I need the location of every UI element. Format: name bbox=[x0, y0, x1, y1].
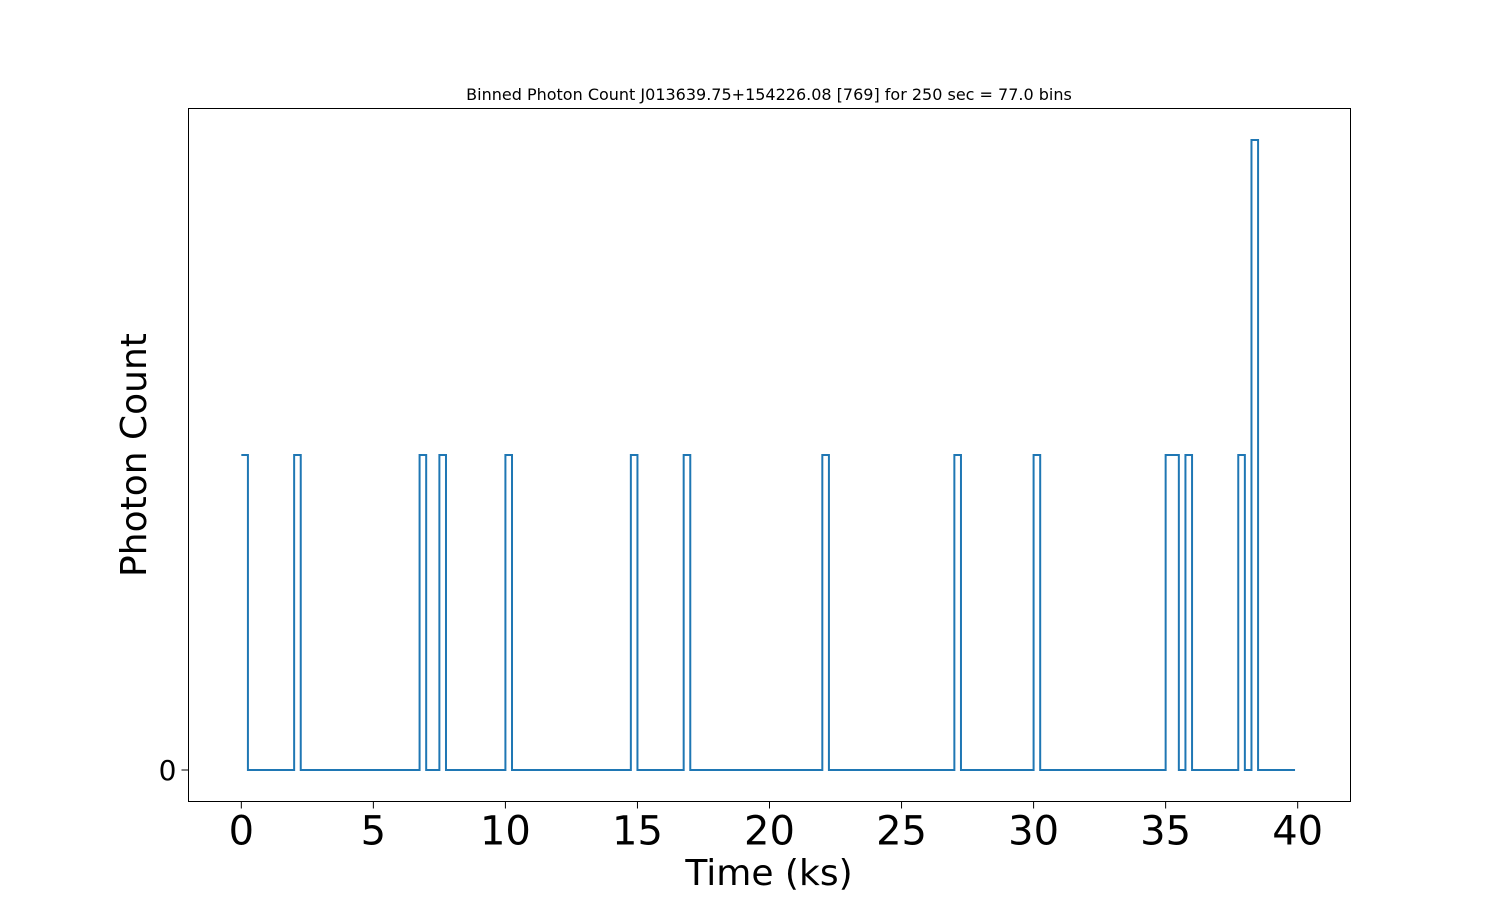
x-tick-label: 10 bbox=[480, 809, 531, 855]
series-line-0 bbox=[241, 139, 1296, 771]
x-tick-label: 30 bbox=[1008, 809, 1059, 855]
x-axis: 0 5 10 15 20 25 30 35 40 bbox=[229, 801, 1323, 855]
x-tick-label: 15 bbox=[612, 809, 663, 855]
x-tick-label: 40 bbox=[1272, 809, 1323, 855]
y-axis: 0 bbox=[159, 754, 189, 787]
x-tick-label: 20 bbox=[744, 809, 795, 855]
plot-area bbox=[241, 139, 1296, 771]
y-tick-label: 0 bbox=[159, 754, 177, 787]
x-tick-label: 5 bbox=[361, 809, 386, 855]
y-axis-label: Photon Count bbox=[114, 333, 155, 577]
x-axis-label: Time (ks) bbox=[684, 853, 852, 894]
x-tick-label: 25 bbox=[876, 809, 927, 855]
x-tick-label: 35 bbox=[1140, 809, 1191, 855]
chart-title: Binned Photon Count J013639.75+154226.08… bbox=[466, 85, 1072, 104]
x-tick-label: 0 bbox=[229, 809, 254, 855]
